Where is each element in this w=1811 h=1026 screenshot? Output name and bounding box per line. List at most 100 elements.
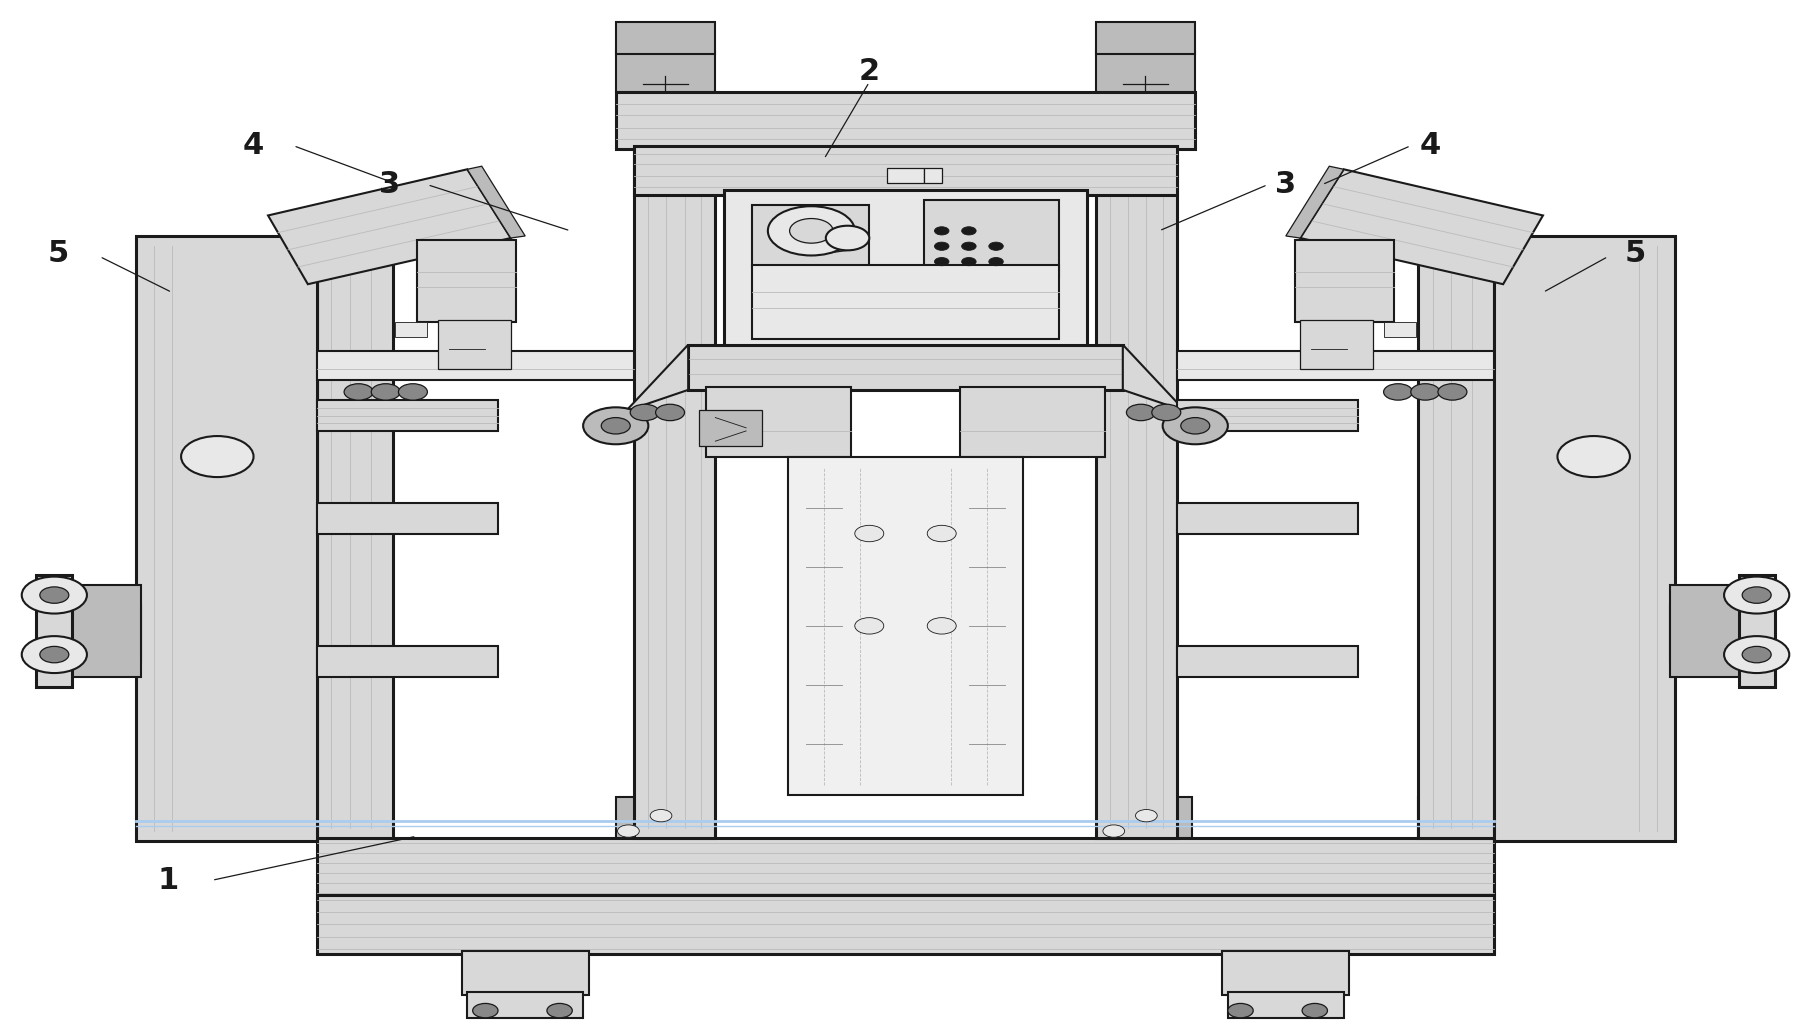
- Bar: [317, 797, 393, 838]
- Circle shape: [1724, 577, 1789, 614]
- Bar: [1418, 797, 1494, 838]
- Circle shape: [618, 825, 639, 837]
- Circle shape: [934, 242, 949, 250]
- Bar: [467, 992, 583, 1018]
- Circle shape: [650, 810, 672, 822]
- Circle shape: [398, 384, 427, 400]
- Circle shape: [1438, 384, 1467, 400]
- Bar: [317, 895, 1494, 954]
- Circle shape: [1103, 825, 1125, 837]
- Bar: [1739, 575, 1775, 687]
- Circle shape: [989, 242, 1003, 250]
- Bar: [706, 387, 851, 457]
- Circle shape: [344, 384, 373, 400]
- Circle shape: [927, 525, 956, 542]
- Bar: [317, 215, 393, 838]
- Bar: [924, 168, 942, 183]
- Bar: [1096, 92, 1177, 838]
- Circle shape: [1181, 418, 1210, 434]
- Polygon shape: [1123, 345, 1213, 441]
- Bar: [36, 575, 72, 687]
- Text: 4: 4: [1420, 131, 1442, 160]
- Bar: [1222, 951, 1349, 995]
- Circle shape: [371, 384, 400, 400]
- Circle shape: [962, 227, 976, 235]
- Circle shape: [630, 404, 659, 421]
- Bar: [395, 322, 427, 337]
- Text: 3: 3: [1275, 170, 1297, 199]
- Bar: [1670, 585, 1757, 677]
- Circle shape: [934, 258, 949, 266]
- Circle shape: [768, 206, 855, 255]
- Bar: [438, 320, 511, 369]
- Bar: [1494, 236, 1675, 841]
- Bar: [1096, 51, 1195, 92]
- Circle shape: [1557, 436, 1630, 477]
- Bar: [788, 457, 1023, 795]
- Bar: [1295, 240, 1394, 322]
- Bar: [616, 797, 706, 838]
- Circle shape: [1135, 810, 1157, 822]
- Circle shape: [1742, 646, 1771, 663]
- Text: 1: 1: [158, 866, 179, 895]
- Bar: [887, 168, 924, 183]
- Bar: [1384, 322, 1416, 337]
- Circle shape: [547, 1003, 572, 1018]
- Circle shape: [473, 1003, 498, 1018]
- Bar: [136, 236, 317, 841]
- Text: 5: 5: [47, 239, 69, 268]
- Circle shape: [1228, 1003, 1253, 1018]
- Bar: [688, 345, 1123, 390]
- Circle shape: [855, 525, 884, 542]
- Circle shape: [1126, 404, 1155, 421]
- Bar: [54, 585, 141, 677]
- Circle shape: [934, 227, 949, 235]
- Circle shape: [855, 618, 884, 634]
- Bar: [1300, 320, 1373, 369]
- Bar: [1177, 351, 1494, 380]
- Circle shape: [656, 404, 685, 421]
- Circle shape: [1411, 384, 1440, 400]
- Bar: [1096, 22, 1195, 54]
- Polygon shape: [1286, 166, 1344, 238]
- Bar: [1177, 400, 1358, 431]
- Circle shape: [22, 636, 87, 673]
- Bar: [1177, 646, 1358, 677]
- Circle shape: [962, 258, 976, 266]
- Circle shape: [1384, 384, 1413, 400]
- Bar: [634, 92, 715, 838]
- Bar: [317, 351, 634, 380]
- Bar: [1418, 215, 1494, 838]
- Polygon shape: [598, 345, 688, 441]
- Bar: [1177, 503, 1358, 534]
- Circle shape: [1724, 636, 1789, 673]
- Bar: [317, 838, 1494, 898]
- Bar: [1228, 992, 1344, 1018]
- Text: 2: 2: [858, 57, 880, 86]
- Circle shape: [181, 436, 254, 477]
- Bar: [616, 51, 715, 92]
- Circle shape: [1163, 407, 1228, 444]
- Circle shape: [601, 418, 630, 434]
- Bar: [462, 951, 589, 995]
- Bar: [317, 503, 498, 534]
- Bar: [616, 92, 1195, 149]
- Bar: [317, 646, 498, 677]
- Bar: [69, 605, 141, 662]
- Text: 4: 4: [243, 131, 264, 160]
- Bar: [699, 410, 762, 446]
- Circle shape: [40, 587, 69, 603]
- Bar: [1670, 605, 1742, 662]
- Circle shape: [989, 258, 1003, 266]
- Polygon shape: [1300, 169, 1543, 284]
- Circle shape: [826, 226, 869, 250]
- Circle shape: [1302, 1003, 1327, 1018]
- Bar: [1101, 797, 1192, 838]
- Circle shape: [1152, 404, 1181, 421]
- Polygon shape: [268, 169, 511, 284]
- Circle shape: [927, 618, 956, 634]
- Circle shape: [22, 577, 87, 614]
- Bar: [417, 240, 516, 322]
- Bar: [317, 400, 498, 431]
- Bar: [724, 190, 1087, 349]
